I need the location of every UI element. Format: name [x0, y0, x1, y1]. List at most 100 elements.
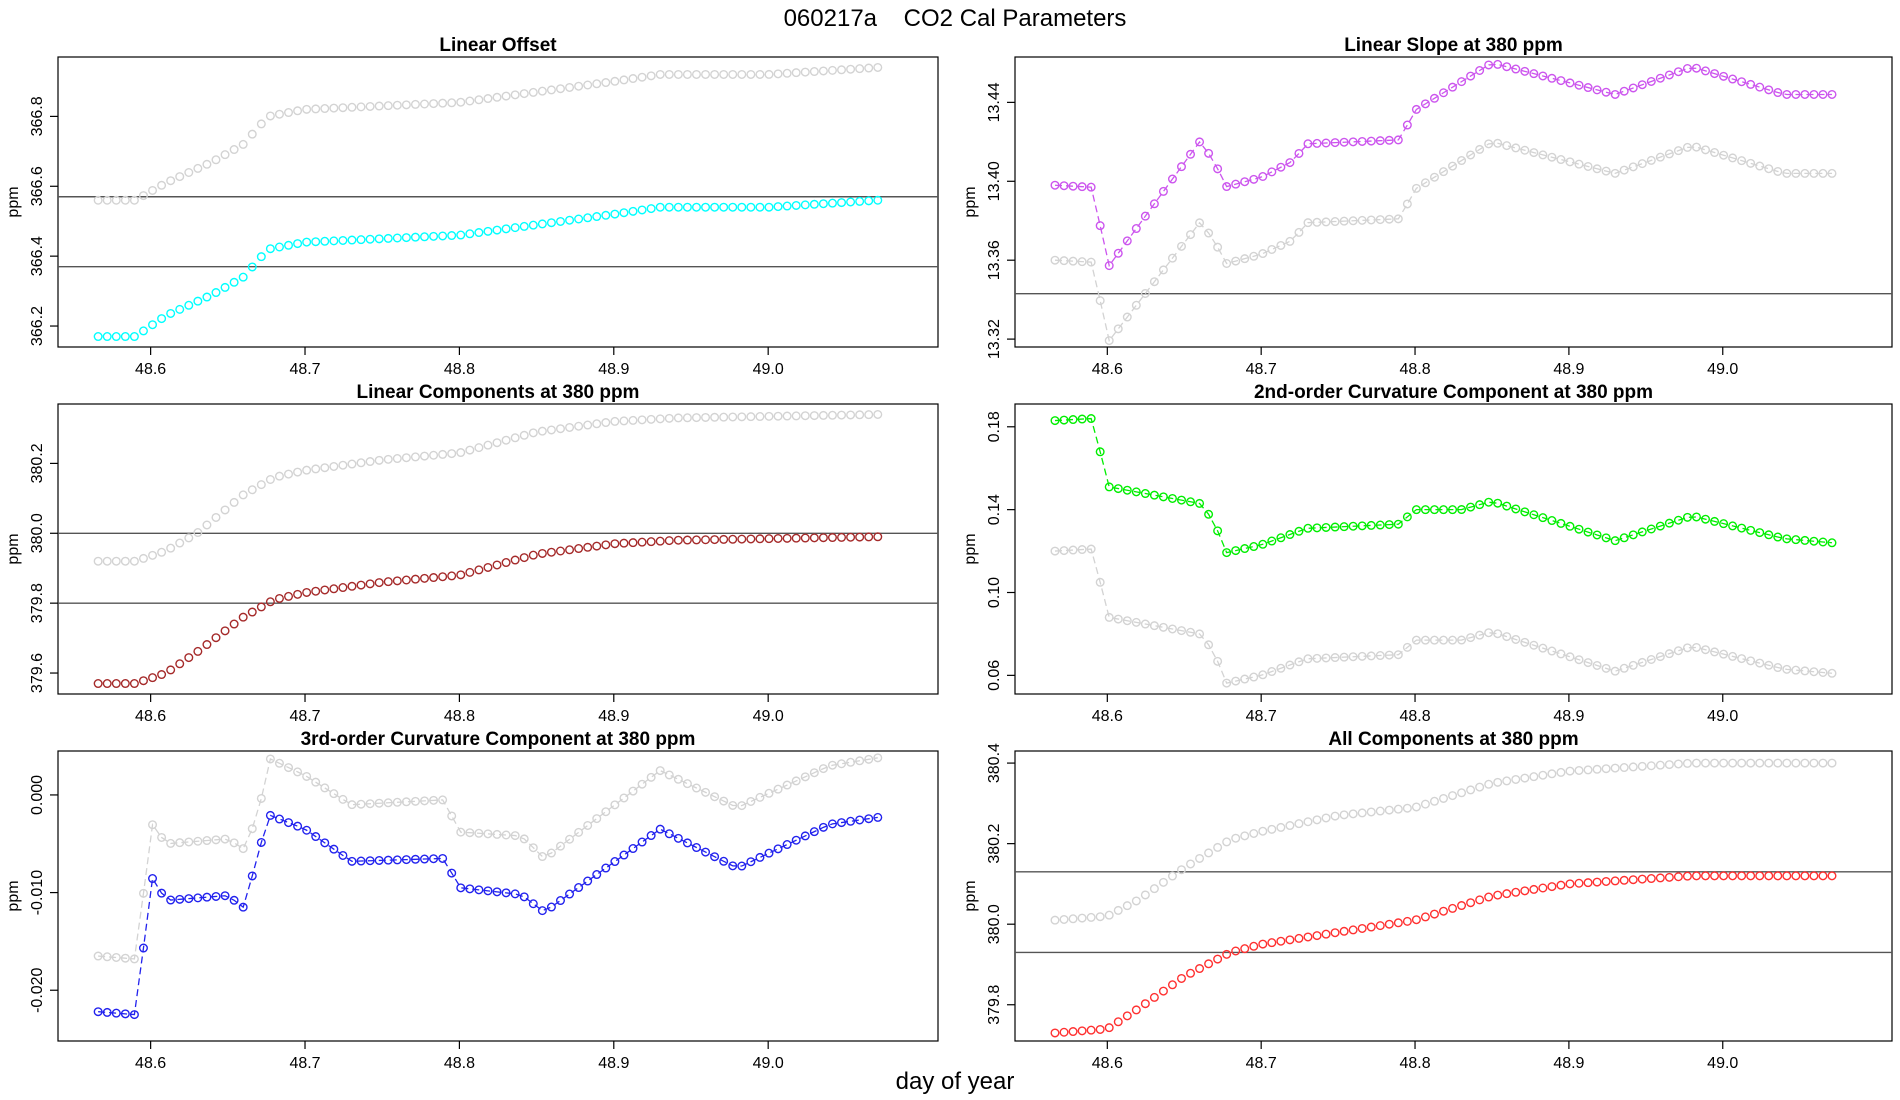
data-point	[1366, 215, 1376, 225]
data-point	[347, 800, 357, 810]
data-point	[410, 854, 420, 864]
plot-frame	[1014, 56, 1893, 348]
data-point	[501, 888, 511, 898]
data-point	[809, 411, 819, 421]
data-point	[138, 676, 148, 686]
y-tick-label: 13.36	[986, 240, 1003, 280]
data-point	[809, 768, 819, 778]
data-point	[420, 854, 430, 864]
data-point	[1258, 939, 1268, 949]
data-point	[1167, 174, 1177, 184]
data-point	[1438, 906, 1448, 916]
data-point	[619, 538, 629, 548]
data-point	[1782, 871, 1792, 881]
data-point	[619, 850, 629, 860]
data-point	[592, 79, 602, 89]
x-tick-label: 49.0	[1707, 1055, 1738, 1072]
data-point	[1348, 925, 1358, 935]
data-point	[284, 108, 294, 118]
data-point	[401, 233, 411, 243]
data-point	[1466, 71, 1476, 81]
data-point	[610, 857, 620, 867]
data-point	[320, 585, 330, 595]
data-point	[1547, 152, 1557, 162]
data-point	[184, 300, 194, 310]
data-point	[1502, 62, 1512, 72]
data-point	[565, 422, 575, 432]
data-point	[1420, 799, 1430, 809]
data-point	[238, 902, 248, 912]
data-point	[492, 560, 502, 570]
data-point	[1664, 70, 1674, 80]
data-point	[1077, 182, 1087, 192]
data-point	[1493, 777, 1503, 787]
data-point	[483, 94, 493, 104]
data-point	[465, 96, 475, 106]
data-point	[1249, 542, 1259, 552]
data-point	[1411, 635, 1421, 645]
data-point	[800, 772, 810, 782]
y-tick-label: 366.2	[29, 306, 46, 346]
data-point	[510, 831, 520, 841]
data-point	[1691, 142, 1701, 152]
data-point	[1285, 158, 1295, 168]
data-point	[202, 836, 212, 846]
data-point	[410, 99, 420, 109]
data-point	[1429, 796, 1439, 806]
data-point	[1050, 915, 1060, 925]
data-point	[302, 587, 312, 597]
data-point	[256, 837, 266, 847]
data-point	[1601, 166, 1611, 176]
data-point	[184, 894, 194, 904]
data-point	[1149, 621, 1159, 631]
data-point	[111, 556, 121, 566]
data-point	[1213, 164, 1223, 174]
y-tick-label: -0.020	[29, 967, 46, 1012]
data-point	[129, 556, 139, 566]
data-point	[583, 542, 593, 552]
data-point	[392, 576, 402, 586]
data-point	[1529, 884, 1539, 894]
data-point	[1366, 520, 1376, 530]
data-point	[1357, 521, 1367, 531]
data-point	[1213, 954, 1223, 964]
data-point	[791, 533, 801, 543]
y-tick-label: 13.44	[986, 82, 1003, 122]
data-point	[474, 443, 484, 453]
data-point	[157, 670, 167, 680]
data-point	[465, 445, 475, 455]
data-point	[311, 104, 321, 114]
data-point	[583, 420, 593, 430]
data-point	[1330, 653, 1340, 663]
data-point	[537, 852, 547, 862]
data-point	[619, 793, 629, 803]
data-point	[247, 607, 257, 617]
data-point	[1646, 155, 1656, 165]
data-point	[1710, 758, 1720, 768]
data-point	[791, 776, 801, 786]
data-point	[138, 943, 148, 953]
data-point	[1764, 530, 1774, 540]
data-point	[601, 78, 611, 88]
series-line	[1054, 63, 1832, 268]
data-point	[1086, 544, 1096, 554]
data-point	[238, 272, 248, 282]
data-point	[1240, 177, 1250, 187]
data-point	[1592, 660, 1602, 670]
data-point	[818, 199, 828, 209]
data-point	[710, 852, 720, 862]
data-point	[1673, 872, 1683, 882]
data-point	[293, 767, 303, 777]
data-point	[1375, 215, 1385, 225]
data-point	[175, 172, 185, 182]
x-tick-label: 49.0	[753, 708, 784, 725]
data-point	[166, 308, 176, 318]
data-point	[229, 497, 239, 507]
data-point	[682, 69, 692, 79]
data-point	[365, 457, 375, 467]
data-point	[111, 679, 121, 689]
data-point	[1710, 647, 1720, 657]
data-point	[465, 828, 475, 838]
data-point	[193, 528, 203, 538]
data-point	[1664, 872, 1674, 882]
